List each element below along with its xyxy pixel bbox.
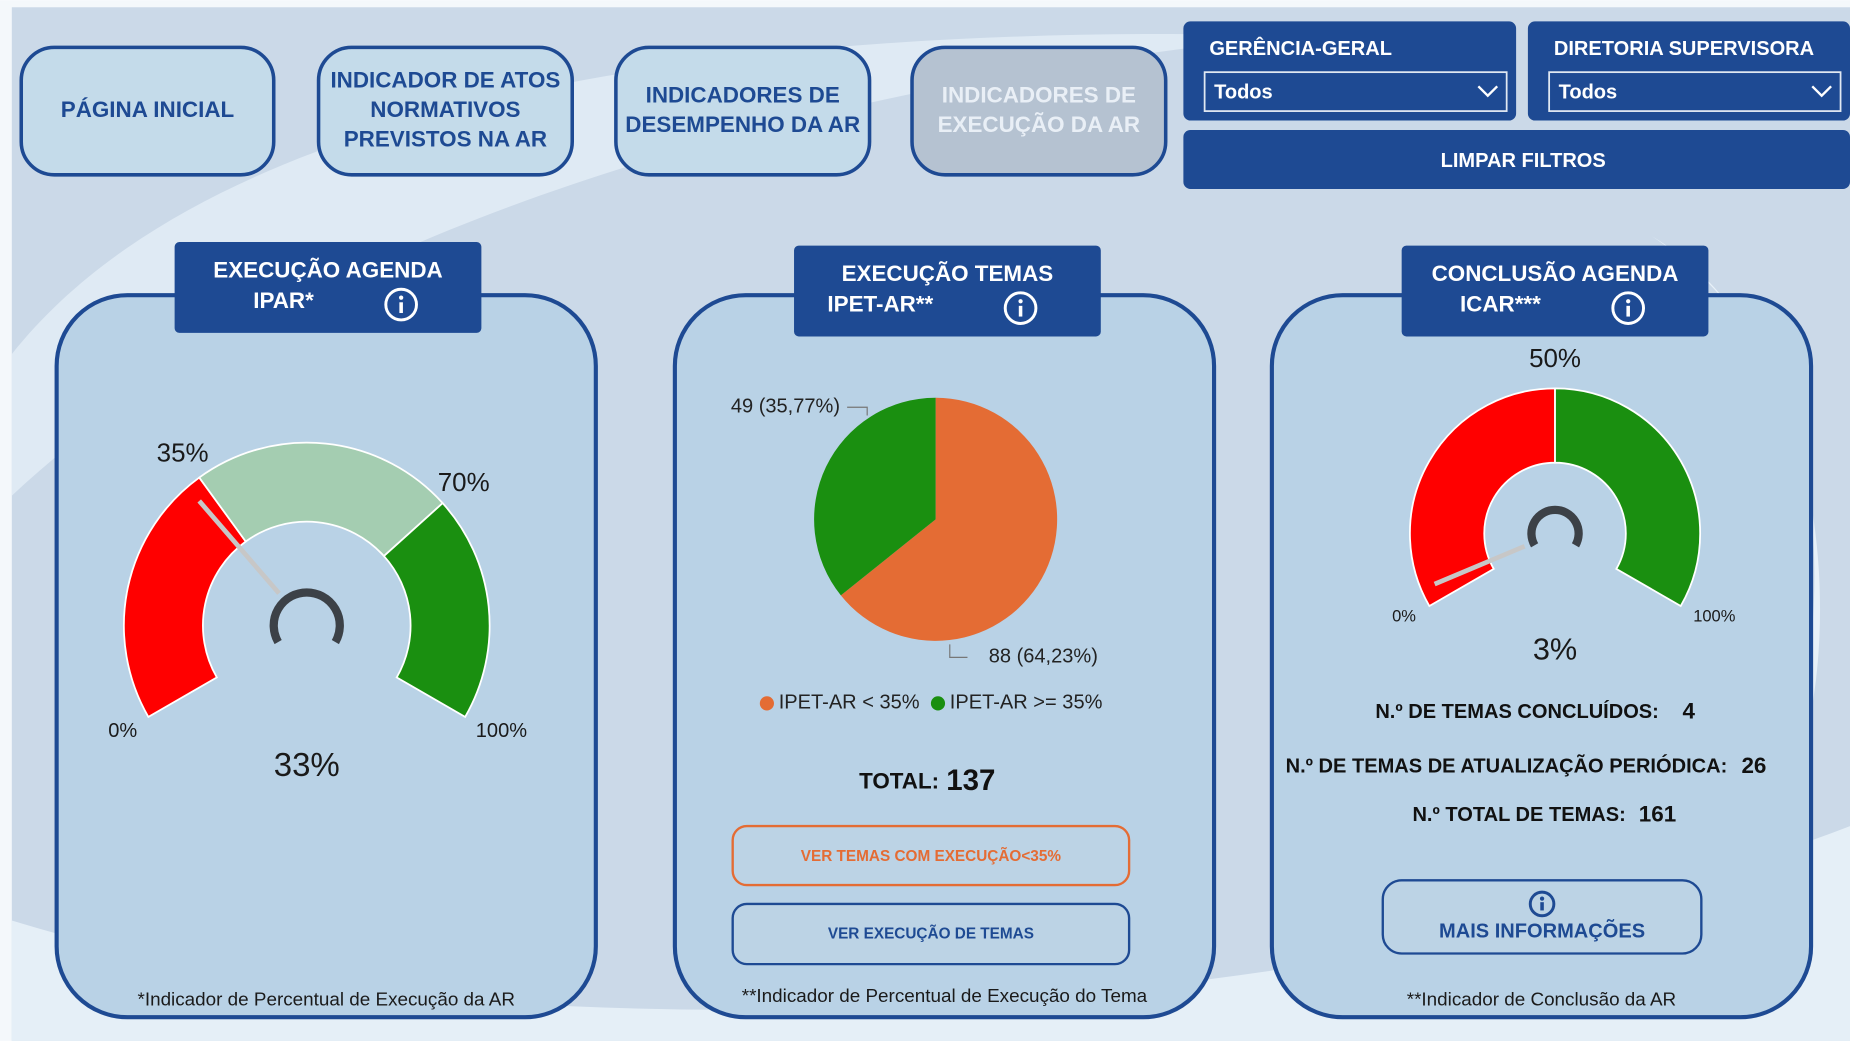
panel-title: CONCLUSÃO AGENDA (1432, 261, 1679, 286)
pie-slice (814, 397, 936, 596)
gauge-max-label: 100% (1693, 608, 1736, 626)
footnote: *Indicador de Percentual de Execução da … (138, 989, 515, 1010)
stat-value: 4 (1682, 699, 1695, 724)
nav-label: PÁGINA INICIAL (61, 97, 234, 122)
legend-label: IPET-AR >= 35% (950, 692, 1103, 714)
panel-title: IPET-AR** (827, 292, 933, 317)
info-icon (384, 287, 418, 322)
panel-title-box (794, 245, 1101, 337)
stat-value: 161 (1639, 801, 1676, 826)
nav-label: NORMATIVOS (370, 97, 520, 122)
pie-data-label: 49 (35,77%) (731, 396, 840, 418)
legend-dot (759, 696, 774, 711)
gauge-threshold-label: 35% (157, 440, 209, 468)
stat-label: N.º TOTAL DE TEMAS: (1412, 804, 1625, 826)
more-info-label: MAIS INFORMAÇÕES (1439, 919, 1645, 943)
gauge-threshold-label: 50% (1529, 345, 1581, 373)
gauge-value: 3% (1533, 633, 1577, 667)
stat-value: 26 (1741, 753, 1766, 778)
panel-title: EXECUÇÃO AGENDA (213, 257, 442, 282)
nav-label: PREVISTOS NA AR (344, 127, 547, 152)
action-button[interactable] (731, 902, 1131, 966)
panel-title: IPAR* (253, 288, 314, 313)
info-icon-dot (1626, 299, 1631, 304)
gauge-value: 33% (274, 746, 340, 783)
gauge-hub (1527, 505, 1583, 548)
legend-label: IPET-AR < 35% (779, 692, 920, 714)
filter-label: GERÊNCIA-GERAL (1209, 36, 1392, 60)
stat-label: N.º DE TEMAS DE ATUALIZAÇÃO PERIÓDICA: (1286, 753, 1728, 777)
info-icon-dot (399, 295, 404, 300)
pie-slice (840, 397, 1058, 641)
gauge-hub (269, 588, 344, 645)
panel-title: EXECUÇÃO TEMAS (842, 261, 1054, 286)
footnote: **Indicador de Percentual de Execução do… (742, 985, 1148, 1006)
panel-title: ICAR*** (1460, 292, 1541, 317)
filter-dropdown[interactable] (1548, 71, 1842, 112)
pie-data-label: 88 (64,23%) (989, 646, 1098, 668)
filter-label: DIRETORIA SUPERVISORA (1554, 38, 1814, 60)
nav-label: INDICADORES DE (942, 82, 1136, 107)
nav-button[interactable] (614, 45, 872, 177)
gauge-band (382, 501, 491, 719)
filter-dropdown[interactable] (1203, 71, 1508, 112)
panel-title-box (174, 242, 482, 333)
gauge-threshold-label: 70% (438, 469, 490, 497)
clear-filters-button[interactable] (1183, 129, 1850, 189)
info-icon-dot (1018, 299, 1023, 304)
action-button-label: VER TEMAS COM EXECUÇÃO<35% (801, 847, 1062, 865)
gauge-band (123, 476, 247, 719)
pie-leader (847, 406, 868, 416)
nav-button[interactable] (19, 45, 276, 177)
pie-leader (949, 644, 968, 658)
gauge-band (198, 441, 444, 558)
gauge-needle (1433, 544, 1526, 587)
legend-dot (930, 696, 946, 711)
nav-label: INDICADORES DE (646, 82, 840, 107)
dropdown-arrow (1811, 85, 1832, 98)
nav-label: INDICADOR DE ATOS (330, 68, 560, 93)
nav-label: DESEMPENHO DA AR (625, 112, 860, 137)
gauge-max-label: 100% (476, 720, 527, 742)
nav-button[interactable] (316, 45, 574, 177)
gauge-min-label: 0% (1392, 608, 1416, 626)
action-button[interactable] (731, 824, 1131, 887)
filter-value: Todos (1559, 82, 1618, 104)
nav-button[interactable] (910, 45, 1168, 177)
gauge-min-label: 0% (108, 720, 137, 742)
info-icon-dot (1539, 896, 1545, 901)
filter-value: Todos (1214, 82, 1273, 104)
total-value: 137 (946, 764, 995, 797)
total-label: TOTAL: (859, 768, 939, 793)
gauge-band (1409, 387, 1556, 608)
action-button-label: VER EXECUÇÃO DE TEMAS (828, 925, 1034, 943)
panel-title-box (1401, 245, 1709, 337)
info-icon (1528, 890, 1556, 918)
clear-filters-label: LIMPAR FILTROS (1441, 150, 1606, 172)
info-icon (1003, 291, 1038, 325)
gauge-needle (197, 499, 281, 595)
footnote: **Indicador de Conclusão da AR (1407, 989, 1676, 1010)
nav-label: EXECUÇÃO DA AR (938, 112, 1141, 137)
content: PÁGINA INICIAL INDICADOR DE ATOS NORMATIVO… (19, 21, 1850, 1020)
stat-label: N.º DE TEMAS CONCLUÍDOS: (1375, 700, 1659, 723)
dropdown-arrow (1477, 85, 1499, 98)
gauge-band (1554, 387, 1702, 608)
info-icon (1611, 291, 1646, 325)
